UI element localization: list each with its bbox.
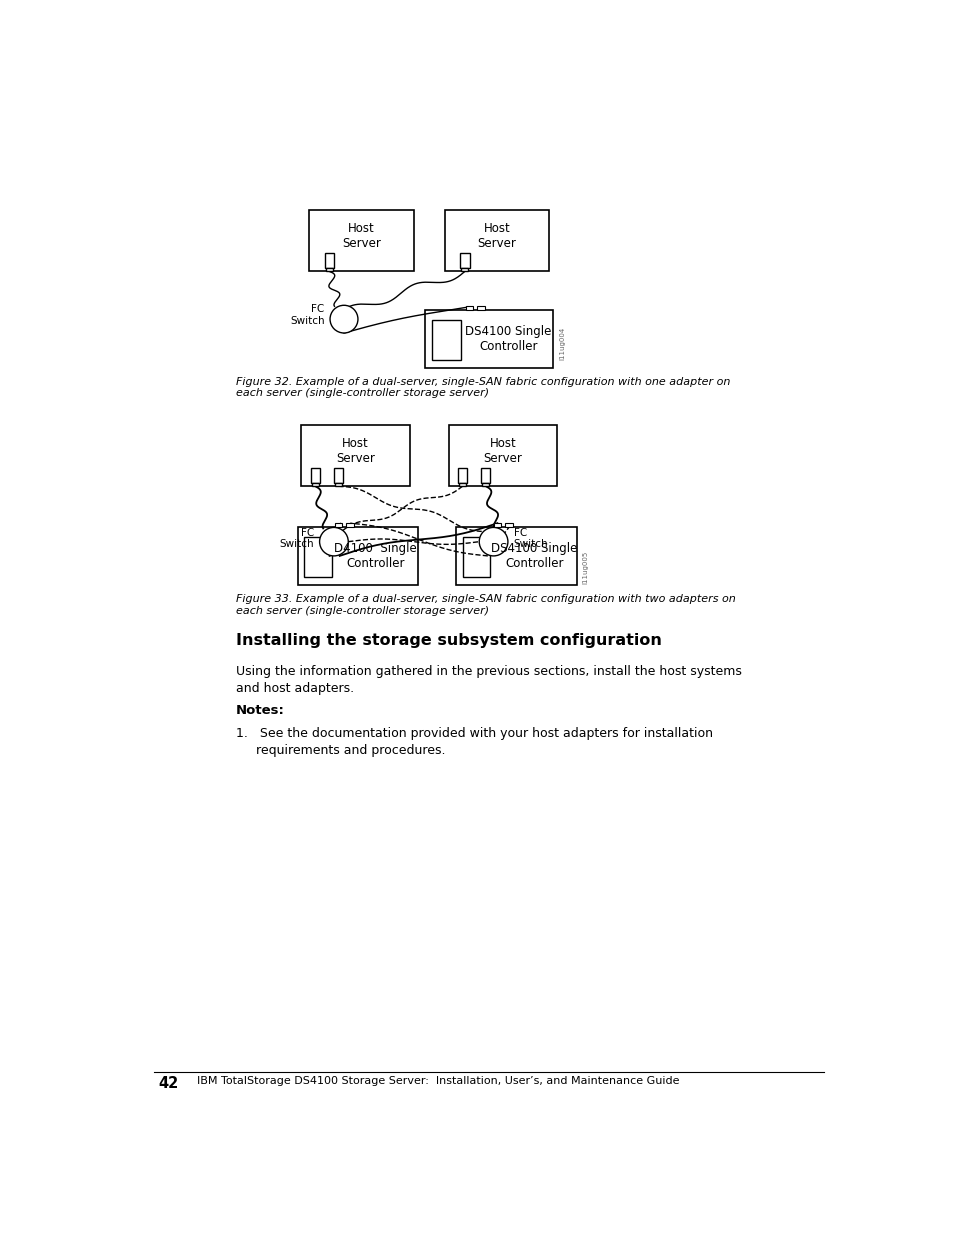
Bar (324, 253, 334, 268)
Bar (431, 320, 460, 359)
Text: Installing the storage subsystem configuration: Installing the storage subsystem configu… (235, 632, 660, 648)
Bar (312, 483, 318, 487)
Bar (334, 468, 343, 483)
Bar (303, 537, 332, 578)
Bar (309, 210, 414, 272)
Bar (325, 268, 333, 272)
Bar (425, 310, 553, 368)
Bar (457, 468, 467, 483)
Text: DS4100 Single
Controller: DS4100 Single Controller (491, 542, 577, 571)
Text: FC
Switch: FC Switch (290, 305, 324, 326)
Bar (462, 537, 490, 578)
Circle shape (319, 527, 348, 556)
Bar (482, 483, 489, 487)
Text: D4100  Single
Controller: D4100 Single Controller (334, 542, 416, 571)
Bar (297, 527, 417, 585)
Text: Host
Server: Host Server (341, 221, 380, 249)
Bar (311, 468, 319, 483)
Bar (335, 483, 342, 487)
Text: Host
Server: Host Server (335, 436, 375, 464)
Circle shape (330, 305, 357, 333)
Bar (444, 210, 549, 272)
Circle shape (478, 527, 507, 556)
Bar (346, 524, 354, 527)
Bar (448, 425, 557, 487)
Bar (301, 425, 410, 487)
Text: Using the information gathered in the previous sections, install the host system: Using the information gathered in the pr… (235, 666, 740, 695)
Text: l11ug004: l11ug004 (559, 327, 565, 361)
Text: FC
Switch: FC Switch (513, 527, 548, 550)
Bar (458, 483, 466, 487)
Text: 42: 42 (158, 1076, 178, 1091)
Bar (461, 268, 468, 272)
Text: 1.   See the documentation provided with your host adapters for installation
   : 1. See the documentation provided with y… (235, 727, 712, 757)
Text: Host
Server: Host Server (483, 436, 521, 464)
Text: FC
Switch: FC Switch (279, 527, 314, 550)
Text: Figure 33. Example of a dual-server, single-SAN fabric configuration with two ad: Figure 33. Example of a dual-server, sin… (235, 594, 735, 616)
Bar (505, 524, 513, 527)
Text: Host
Server: Host Server (477, 221, 516, 249)
Text: DS4100 Single
Controller: DS4100 Single Controller (465, 325, 551, 353)
Bar (480, 468, 490, 483)
Bar (335, 524, 342, 527)
Text: Figure 32. Example of a dual-server, single-SAN fabric configuration with one ad: Figure 32. Example of a dual-server, sin… (235, 377, 729, 399)
Bar (476, 306, 484, 310)
Bar (493, 524, 500, 527)
Text: IBM TotalStorage DS4100 Storage Server:  Installation, User’s, and Maintenance G: IBM TotalStorage DS4100 Storage Server: … (196, 1076, 679, 1086)
Text: Notes:: Notes: (235, 704, 284, 716)
Bar (465, 306, 473, 310)
Bar (459, 253, 469, 268)
Text: l11ug005: l11ug005 (582, 551, 588, 584)
Bar (456, 527, 576, 585)
